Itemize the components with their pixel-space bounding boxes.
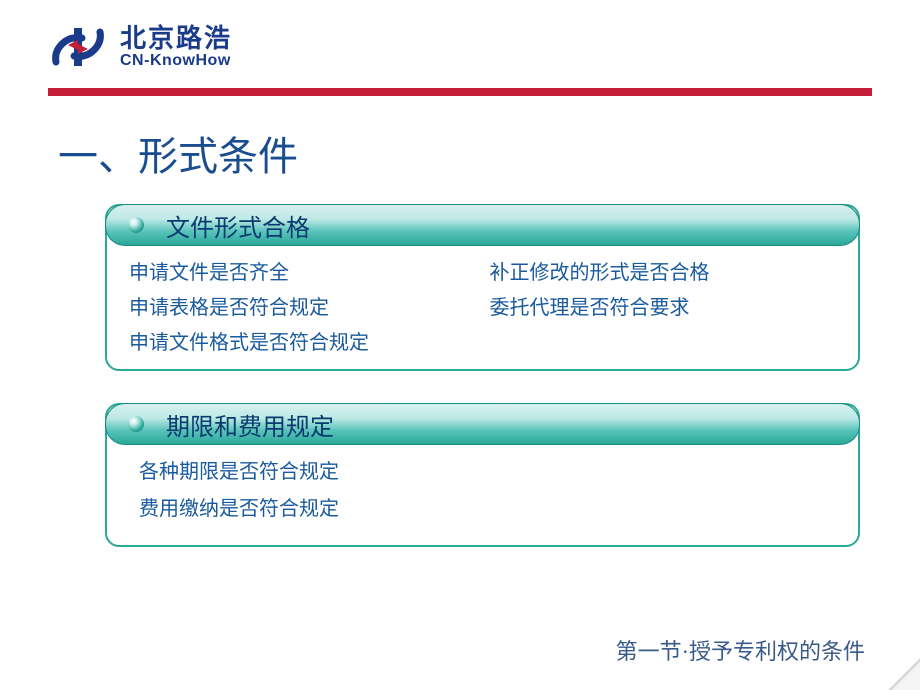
list-item: 补正修改的形式是否合格	[490, 256, 841, 285]
section-title-1: 文件形式合格	[166, 208, 310, 243]
list-item: 委托代理是否符合要求	[490, 291, 841, 320]
slide-footer: 第一节·授予专利权的条件	[616, 634, 865, 666]
list-item: 申请文件是否齐全	[129, 256, 480, 285]
company-name-cn: 北京路浩	[120, 24, 232, 53]
company-text: 北京路浩 CN-KnowHow	[120, 24, 232, 71]
list-item: 申请文件格式是否符合规定	[129, 326, 840, 355]
bullet-icon	[128, 416, 144, 432]
section-box-1: 文件形式合格 申请文件是否齐全 补正修改的形式是否合格 申请表格是否符合规定 委…	[105, 204, 860, 371]
list-item: 费用缴纳是否符合规定	[139, 492, 840, 521]
section-header-1: 文件形式合格	[105, 204, 860, 246]
divider-bar	[48, 88, 872, 96]
list-item: 申请表格是否符合规定	[129, 291, 480, 320]
section1-items: 申请文件是否齐全 补正修改的形式是否合格 申请表格是否符合规定 委托代理是否符合…	[129, 256, 840, 355]
bullet-icon	[128, 217, 144, 233]
section-title-2: 期限和费用规定	[166, 407, 334, 442]
slide-title: 一、形式条件	[58, 124, 920, 182]
section-header-2: 期限和费用规定	[105, 403, 860, 445]
section-box-2: 期限和费用规定 各种期限是否符合规定 费用缴纳是否符合规定	[105, 403, 860, 547]
company-name-en: CN-KnowHow	[120, 52, 232, 70]
company-logo	[48, 22, 108, 72]
slide-header: 北京路浩 CN-KnowHow	[0, 0, 920, 72]
page-curl-icon	[888, 658, 920, 690]
section2-items: 各种期限是否符合规定 费用缴纳是否符合规定	[129, 455, 840, 521]
list-item: 各种期限是否符合规定	[139, 455, 840, 484]
